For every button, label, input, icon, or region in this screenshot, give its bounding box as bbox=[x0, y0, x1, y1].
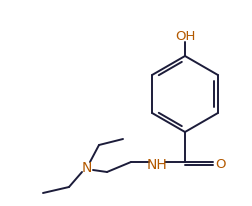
Text: O: O bbox=[215, 157, 225, 170]
Text: N: N bbox=[81, 160, 92, 174]
Text: OH: OH bbox=[174, 30, 194, 43]
Text: NH: NH bbox=[146, 157, 167, 171]
